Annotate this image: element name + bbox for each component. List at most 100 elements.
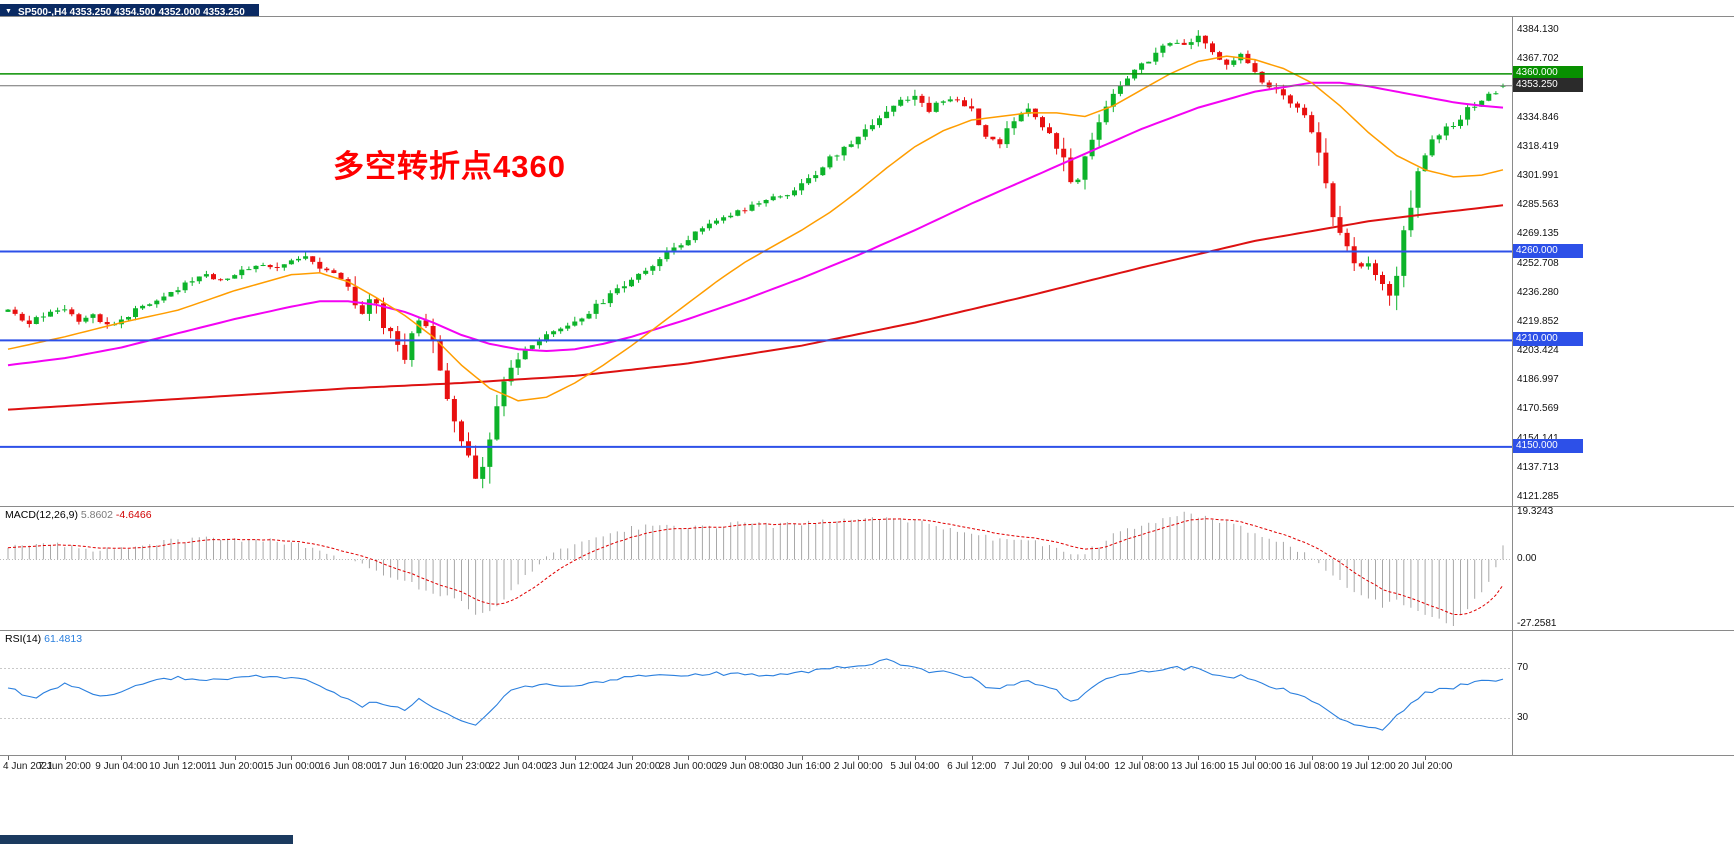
- time-axis-label: 29 Jun 08:00: [715, 761, 774, 772]
- ma-slow-red-line: [7, 204, 1504, 411]
- time-axis-label: 16 Jul 08:00: [1284, 761, 1339, 772]
- rsi-axis-label: 70: [1517, 661, 1529, 673]
- price-axis-label: 4219.852: [1517, 315, 1559, 327]
- macd-histogram: [7, 511, 1504, 626]
- time-axis-label: 7 Jun 20:00: [38, 761, 91, 772]
- rsi-svg: [0, 658, 1512, 731]
- time-axis-tick: [1028, 756, 1030, 760]
- price-axis-label: 4367.702: [1517, 53, 1559, 65]
- rsi-panel[interactable]: [0, 630, 1734, 755]
- time-axis-tick: [64, 756, 66, 760]
- price-axis-label: 4384.130: [1517, 24, 1559, 35]
- price-axis-label: 4301.991: [1517, 169, 1559, 181]
- time-axis[interactable]: 4 Jun 2021 7 Jun 20:00 9 Jun 04:00 10 Jun 1…: [0, 755, 1734, 775]
- time-axis-tick: [1198, 756, 1200, 760]
- time-axis-tick: [1368, 756, 1370, 760]
- up-candle-bodies: [5, 35, 1506, 479]
- support-line-4150-price-tag: 4150.000: [1513, 438, 1583, 453]
- ma-mid-magenta-line: [7, 81, 1504, 367]
- time-axis-tick: [1255, 756, 1256, 760]
- price-axis-label: 4186.997: [1517, 374, 1559, 386]
- macd-panel[interactable]: [0, 506, 1734, 630]
- price-axis-label: 4121.285: [1517, 491, 1559, 502]
- time-axis-label: 15 Jul 00:00: [1227, 761, 1283, 772]
- macd-main-value: 5.8602: [80, 509, 113, 521]
- time-axis-label: 9 Jun 04:00: [95, 761, 148, 772]
- time-axis-label: 4 Jun 2021: [3, 761, 53, 772]
- collapse-triangle-icon[interactable]: ▼: [5, 8, 12, 15]
- annotation-text: 多空转折点4360: [333, 149, 566, 184]
- price-axis-label: 4236.280: [1517, 286, 1559, 298]
- rsi-indicator-label: RSI(14) 61.4813: [5, 633, 82, 645]
- rsi-line: [7, 658, 1504, 731]
- price-axis-label: 4170.569: [1517, 403, 1559, 415]
- ma-fast-orange-line: [7, 55, 1504, 402]
- rsi-name: RSI(14): [5, 633, 42, 645]
- time-axis-tick: [518, 756, 520, 760]
- price-axis-label: 4318.419: [1517, 140, 1559, 152]
- price-chart-svg: [0, 30, 1512, 489]
- price-chart-panel[interactable]: [0, 16, 1734, 506]
- chart-title: SP500-,H4 4353.250 4354.500 4352.000 435…: [17, 6, 245, 18]
- time-axis-label: 17 Jun 16:00: [375, 761, 434, 772]
- time-axis-tick: [744, 756, 746, 760]
- time-axis-tick: [404, 756, 406, 760]
- candlestick-series: [5, 30, 1506, 489]
- time-axis-tick: [121, 756, 123, 760]
- time-axis-tick: [1085, 756, 1086, 760]
- time-axis-tick: [971, 756, 973, 760]
- time-axis-label: 22 Jun 04:00: [489, 761, 548, 772]
- time-axis-tick: [8, 756, 9, 760]
- time-axis-tick: [631, 756, 633, 760]
- time-axis-tick: [688, 756, 690, 760]
- price-axis-label: 4252.708: [1517, 257, 1559, 269]
- price-axis-label: 4154.141: [1517, 433, 1559, 445]
- rsi-axis-label: 30: [1517, 711, 1529, 723]
- price-axis-label: 4137.713: [1517, 461, 1559, 473]
- macd-signal-value: -4.6466: [115, 509, 152, 521]
- macd-axis-label: 19.3243: [1517, 506, 1554, 517]
- up-candle-wicks: [7, 30, 1504, 489]
- price-axis-separator: [1512, 16, 1513, 775]
- price-axis-label: 4334.846: [1517, 111, 1559, 123]
- time-axis-label: 10 Jun 12:00: [149, 761, 207, 772]
- macd-signal-line: [7, 518, 1504, 616]
- macd-axis-label: 0.00: [1517, 552, 1537, 564]
- time-axis-label: 16 Jun 08:00: [319, 761, 378, 772]
- time-axis-label: 15 Jun 00:00: [262, 761, 321, 772]
- time-axis-label: 13 Jul 16:00: [1171, 761, 1226, 772]
- time-axis-label: 30 Jun 16:00: [772, 761, 831, 772]
- chart-titlebar[interactable]: ▼ SP500-,H4 4353.250 4354.500 4352.000 43…: [0, 0, 1734, 20]
- current-price-line-price-tag: 4353.250: [1513, 77, 1583, 92]
- time-axis-label: 19 Jul 12:00: [1341, 761, 1396, 772]
- time-axis-tick: [914, 756, 916, 760]
- time-axis-label: 20 Jun 23:00: [432, 761, 491, 772]
- time-axis-label: 9 Jul 04:00: [1060, 761, 1110, 772]
- support-line-4210-price-tag: 4210.000: [1513, 332, 1583, 347]
- time-axis-label: 20 Jul 20:00: [1397, 761, 1453, 772]
- time-axis-tick: [574, 756, 576, 760]
- time-axis-label: 6 Jul 12:00: [947, 761, 997, 772]
- time-axis-label: 2 Jul 00:00: [833, 761, 883, 772]
- time-axis-tick: [1311, 756, 1313, 760]
- macd-svg: [0, 511, 1512, 626]
- time-axis-tick: [1141, 756, 1143, 760]
- price-axis-label: 4203.424: [1517, 345, 1559, 357]
- support-line-4260-price-tag: 4260.000: [1513, 243, 1583, 258]
- time-axis-tick: [461, 756, 463, 760]
- price-axis-label: 4285.563: [1517, 199, 1559, 211]
- time-axis-label: 5 Jul 04:00: [890, 761, 940, 772]
- time-axis-label: 23 Jun 12:00: [545, 761, 604, 772]
- time-axis-tick: [801, 756, 803, 760]
- macd-axis-label: -27.2581: [1517, 618, 1557, 629]
- taskbar-fragment: [0, 835, 293, 844]
- rsi-value: 61.4813: [44, 633, 83, 645]
- price-axis-label: 4269.135: [1517, 228, 1559, 240]
- macd-indicator-label: MACD(12,26,9) 5.8602 -4.6466: [5, 509, 152, 521]
- time-axis-label: 28 Jun 00:00: [659, 761, 718, 772]
- time-axis-tick: [178, 756, 179, 760]
- time-axis-tick: [348, 756, 350, 760]
- macd-name: MACD(12,26,9): [5, 509, 78, 521]
- time-axis-tick: [234, 756, 236, 760]
